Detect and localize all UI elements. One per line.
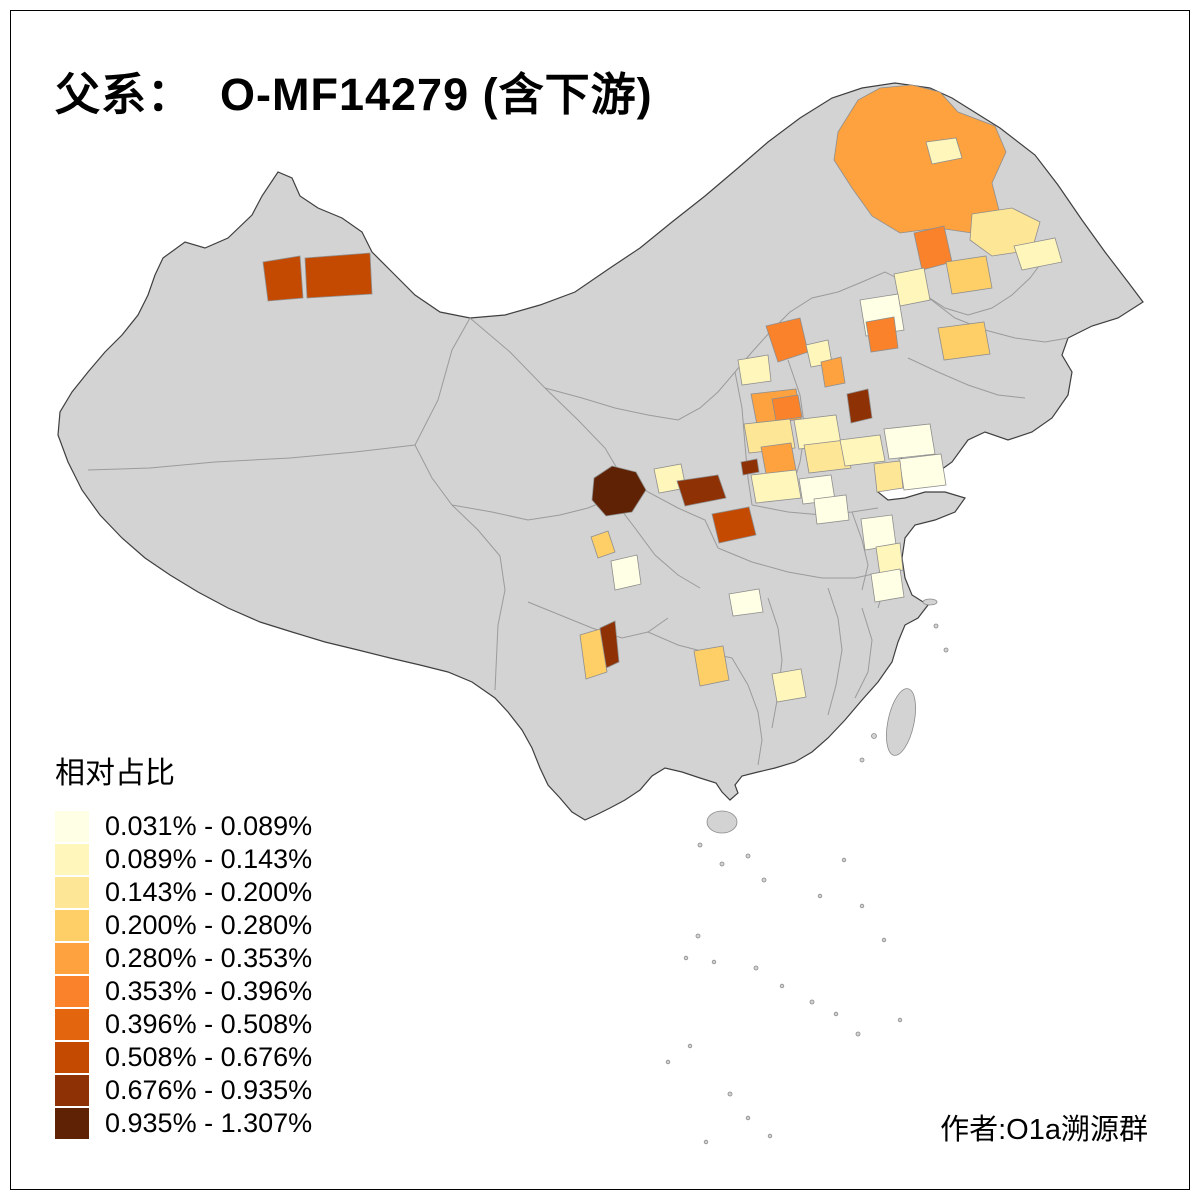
prefecture-region [875,542,904,576]
prefecture-region [728,588,764,617]
legend-title: 相对占比 [55,757,175,790]
legend-row: 0.676% - 0.935% [55,1074,312,1107]
legend-swatch [55,1108,89,1139]
legend-row: 0.280% - 0.353% [55,942,312,975]
legend-label: 0.280% - 0.353% [105,943,313,973]
chongming-island [922,598,938,606]
islands [706,598,938,834]
province-boundaries [87,257,1069,766]
prefecture-region [813,494,850,525]
prefecture-region [833,84,1007,234]
legend-label: 0.200% - 0.280% [105,910,313,940]
prefecture-region [870,568,905,603]
prefecture-region [820,356,846,388]
prefecture-region [771,394,803,422]
prefecture-region [304,252,373,299]
taiwan-island [886,688,916,756]
legend-swatch [55,1042,89,1073]
legend-swatch [55,943,89,974]
prefecture-region [846,388,873,424]
prefecture-region [945,255,993,295]
legend-swatch [55,811,89,842]
legend-label: 0.031% - 0.089% [105,811,313,841]
prefecture-region [750,469,802,504]
legend-row: 0.143% - 0.200% [55,876,312,909]
prefecture-region [740,458,760,476]
prefecture-region [865,316,899,353]
legend-label: 0.089% - 0.143% [105,844,313,874]
prefecture-region [693,645,730,687]
legend-swatch [55,1075,89,1106]
prefecture-region [579,628,608,680]
prefecture-regions [262,84,1063,703]
figure-title: 父系： O-MF14279 (含下游) [55,69,653,120]
prefecture-region [873,460,904,493]
prefecture-region [771,668,807,703]
legend-label: 0.935% - 1.307% [105,1108,313,1138]
prefecture-region [883,423,936,460]
legend-row: 0.089% - 0.143% [55,843,312,876]
legend-swatch [55,877,89,908]
prefecture-region [839,434,886,467]
prefecture-region [803,439,852,474]
prefecture-region [590,530,616,559]
prefecture-region [737,354,772,386]
legend-swatch [55,844,89,875]
legend-label: 0.353% - 0.396% [105,976,313,1006]
legend-row: 0.396% - 0.508% [55,1008,312,1041]
legend-swatch [55,976,89,1007]
legend: 相对占比 0.031% - 0.089% 0.089% - 0.143% 0.1… [55,748,312,1140]
legend-label: 0.143% - 0.200% [105,877,313,907]
prefecture-region [1013,237,1063,271]
prefecture-region [262,255,304,302]
prefecture-region [591,465,647,517]
legend-swatch [55,910,89,941]
legend-swatch [55,1009,89,1040]
legend-row: 0.200% - 0.280% [55,909,312,942]
prefecture-region [898,453,947,491]
legend-row: 0.935% - 1.307% [55,1107,312,1140]
prefecture-region [711,506,757,544]
small-islands [665,623,949,1145]
legend-row: 0.353% - 0.396% [55,975,312,1008]
hainan-island [706,810,738,834]
legend-label: 0.676% - 0.935% [105,1075,313,1105]
prefecture-region [760,442,797,475]
author-credit: 作者:O1a溯源群 [940,1114,1148,1146]
legend-label: 0.508% - 0.676% [105,1042,313,1072]
prefecture-region [676,474,727,507]
prefecture-region [937,321,991,361]
prefecture-region [610,554,642,591]
legend-label: 0.396% - 0.508% [105,1009,313,1039]
prefecture-region [925,137,963,165]
legend-row: 0.031% - 0.089% [55,810,312,843]
legend-row: 0.508% - 0.676% [55,1041,312,1074]
